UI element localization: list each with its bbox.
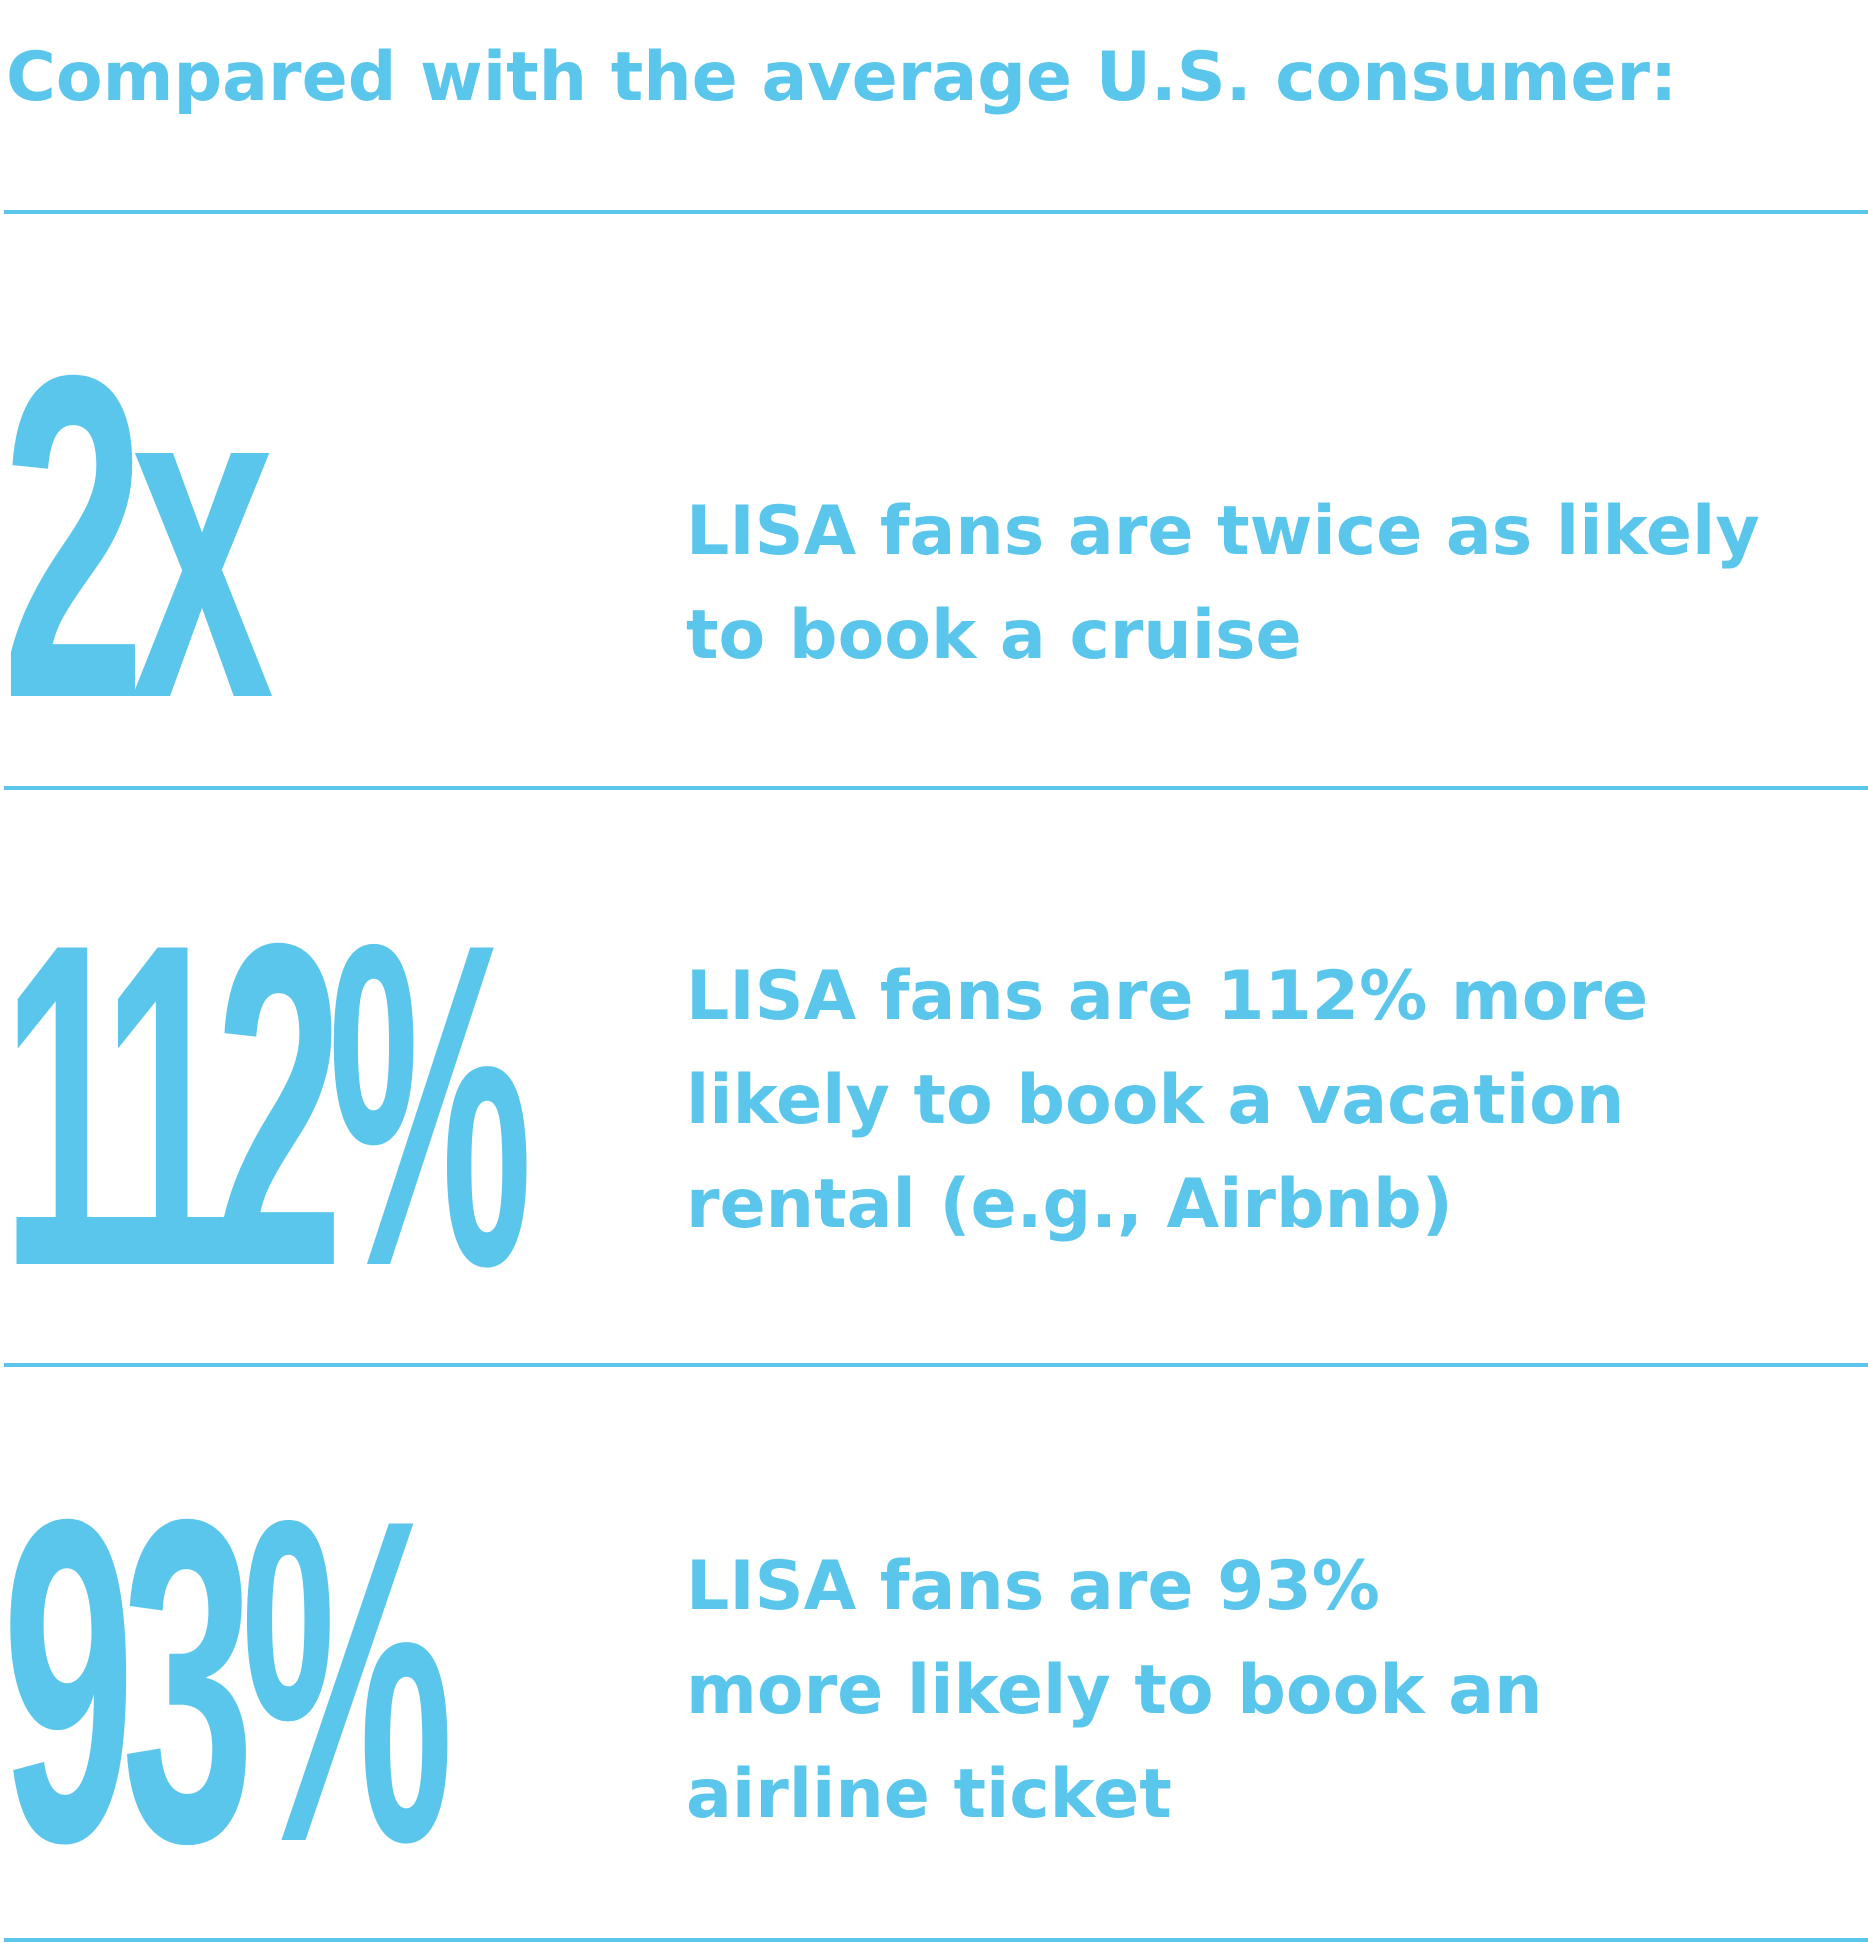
- divider: [4, 1363, 1868, 1367]
- stat-description: LISA fans are twice as likely to book a …: [686, 492, 1760, 675]
- stat-description: LISA fans are 93% more likely to book an…: [686, 1547, 1543, 1834]
- page-heading: Compared with the average U.S. consumer:: [6, 38, 1678, 117]
- stat-figure: 112%: [2, 849, 533, 1362]
- divider: [4, 786, 1868, 790]
- divider-top: [4, 210, 1868, 214]
- stat-description: LISA fans are 112% more likely to book a…: [686, 957, 1649, 1244]
- stat-figure: 2x: [2, 281, 274, 794]
- divider-bottom: [4, 1938, 1868, 1942]
- stat-figure: 93%: [2, 1425, 454, 1938]
